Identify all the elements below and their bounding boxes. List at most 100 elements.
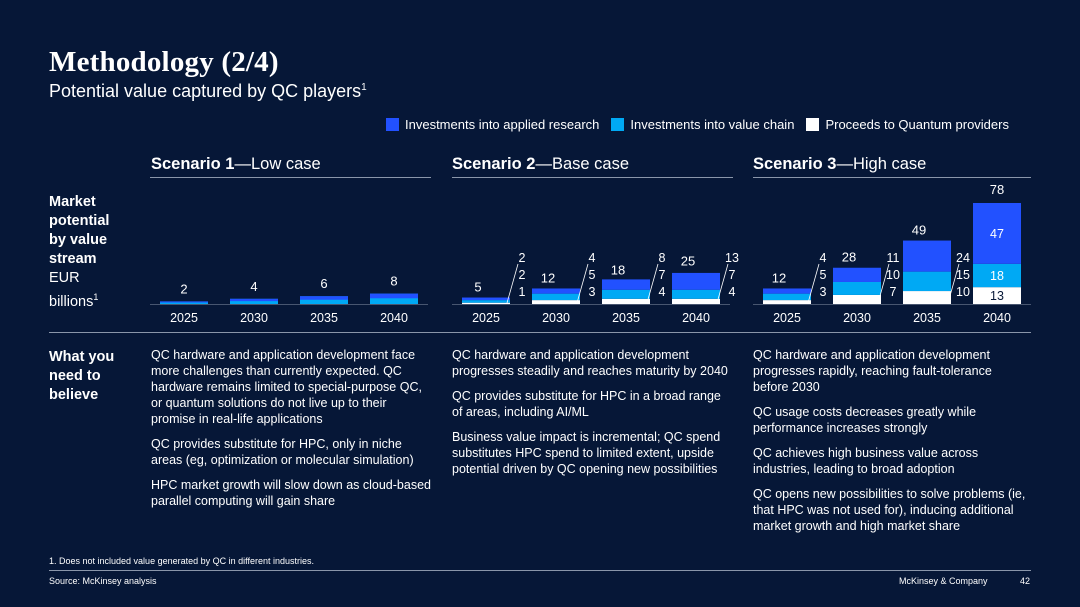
footnote: 1. Does not included value generated by … — [49, 556, 314, 566]
bar-segment — [672, 298, 720, 304]
scenario-case: High case — [852, 155, 927, 173]
label-line: by value — [49, 232, 108, 248]
page-subtitle: Potential value captured by QC players1 — [49, 81, 367, 102]
scenario-2-beliefs: QC hardware and application development … — [452, 347, 730, 486]
bar-segment-label: 2 — [519, 268, 526, 282]
belief-item: QC hardware and application development … — [452, 348, 728, 378]
market-potential-label: Market potential by value stream EUR bil… — [49, 193, 109, 312]
bar-segment-label: 47 — [990, 227, 1004, 241]
bar-total-label: 28 — [842, 250, 856, 265]
bar-total-label: 78 — [990, 182, 1004, 197]
bar-segment-label: 2 — [519, 251, 526, 265]
bar-total-label: 12 — [772, 270, 786, 285]
bar-total-label: 6 — [320, 276, 327, 291]
bar-segment — [160, 301, 208, 303]
bar-segment — [763, 300, 811, 304]
scenario-1-heading: Scenario 1—Low case — [151, 155, 321, 173]
scenario-3-beliefs: QC hardware and application development … — [753, 347, 1028, 543]
callout-leader — [576, 263, 589, 304]
bar-segment — [602, 289, 650, 299]
x-tick-label: 2040 — [983, 311, 1011, 325]
bar-total-label: 5 — [474, 280, 481, 295]
bar-segment — [230, 298, 278, 302]
scenario-name: Scenario 3 — [753, 155, 837, 173]
bar-segment — [462, 302, 510, 304]
bar-total-label: 2 — [180, 281, 187, 296]
bar-total-label: 25 — [681, 254, 695, 269]
x-tick-label: 2040 — [682, 311, 710, 325]
bar-segment — [833, 267, 881, 282]
page-number: 42 — [1020, 576, 1031, 586]
company-name: McKinsey & Company — [899, 576, 988, 586]
bar-segment — [300, 296, 348, 300]
label-line: What you — [49, 349, 115, 365]
label-line: potential — [49, 213, 110, 229]
bar-segment — [903, 240, 951, 272]
unit-label-line: billions1 — [49, 288, 109, 312]
x-tick-label: 2025 — [472, 311, 500, 325]
footnote-marker: 1 — [93, 292, 99, 302]
bar-segment-label: 4 — [729, 285, 736, 299]
chart-legend: Investments into applied research Invest… — [386, 117, 1021, 132]
bar-segment — [763, 288, 811, 294]
callout-leader — [807, 263, 820, 304]
belief-item: QC opens new possibilities to solve prob… — [753, 487, 1026, 533]
legend-swatch-value-chain — [611, 118, 625, 131]
footer-rule — [49, 570, 1031, 571]
scenario-1-beliefs: QC hardware and application development … — [151, 347, 431, 518]
unit-label: billions — [49, 293, 94, 310]
legend-label: Proceeds to Quantum providers — [825, 117, 1009, 132]
scenario-2-heading: Scenario 2—Base case — [452, 155, 630, 173]
subtitle-text: Potential value captured by QC players — [49, 81, 362, 101]
label-line: need to — [49, 368, 101, 384]
scenario-name: Scenario 2 — [452, 155, 536, 173]
callout-leader — [646, 263, 659, 304]
x-tick-label: 2035 — [913, 311, 941, 325]
bar-total-label: 49 — [912, 223, 926, 238]
legend-swatch-quantum-providers — [806, 118, 820, 131]
x-tick-label: 2035 — [310, 311, 338, 325]
callout-leader — [877, 263, 890, 304]
label-line: believe — [49, 387, 99, 403]
bar-segment — [763, 293, 811, 301]
scenario-1-rule — [150, 177, 431, 178]
scenario-2-rule — [452, 177, 733, 178]
belief-item: QC provides substitute for HPC in a broa… — [452, 389, 721, 419]
callout-leader — [947, 263, 960, 304]
bar-segment — [903, 291, 951, 304]
callout-leader — [716, 263, 729, 304]
bar-segment-label: 3 — [820, 285, 827, 299]
bar-segment-label: 4 — [820, 251, 827, 265]
bar-segment-label: 10 — [886, 268, 900, 282]
bar-segment-label: 7 — [659, 268, 666, 282]
bar-segment — [602, 279, 650, 290]
bar-total-label: 18 — [611, 263, 625, 278]
legend-swatch-applied-research — [386, 118, 399, 131]
bar-segment — [370, 293, 418, 299]
bar-segment-label: 24 — [956, 251, 970, 265]
scenario-case: Base case — [551, 155, 630, 173]
bar-segment-label: 13 — [990, 289, 1004, 303]
bar-segment — [973, 203, 1021, 264]
bar-segment-label: 5 — [589, 268, 596, 282]
belief-item: HPC market growth will slow down as clou… — [151, 478, 431, 508]
belief-item: Business value impact is incremental; QC… — [452, 430, 721, 476]
market-potential-charts: 2202542030620358204022152025453122030874… — [150, 182, 1031, 325]
bar-segment — [160, 301, 208, 304]
bar-segment — [462, 300, 510, 303]
bar-segment — [532, 300, 580, 304]
bar-segment — [903, 271, 951, 292]
bar-segment — [230, 298, 278, 304]
legend-item-applied-research: Investments into applied research — [386, 117, 599, 132]
bar-segment-label: 8 — [659, 251, 666, 265]
bar-total-label: 12 — [541, 270, 555, 285]
bar-segment — [833, 281, 881, 295]
bar-segment — [973, 263, 1021, 288]
bar-segment — [370, 293, 418, 304]
bar-total-label: 8 — [390, 274, 397, 289]
what-you-need-to-believe-label: What you need to believe — [49, 348, 114, 405]
bar-total-label: 4 — [250, 279, 257, 294]
legend-item-quantum-providers: Proceeds to Quantum providers — [806, 117, 1009, 132]
bar-segment-label: 10 — [956, 285, 970, 299]
bar-segment — [462, 297, 510, 301]
